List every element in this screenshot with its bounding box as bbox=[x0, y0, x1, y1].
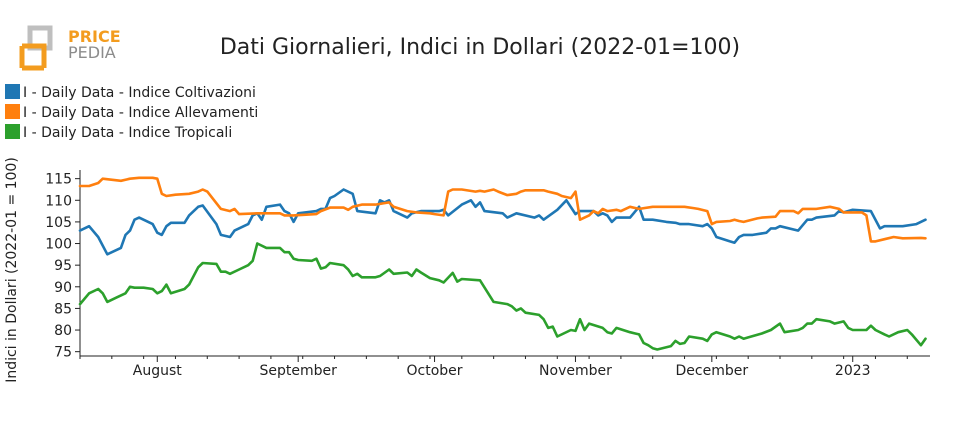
y-tick-label: 80 bbox=[54, 323, 72, 339]
x-tick-label: November bbox=[539, 363, 612, 379]
x-tick-label: September bbox=[259, 363, 337, 379]
y-axis-label: Indici in Dollari (2022-01 = 100) bbox=[4, 157, 20, 383]
x-tick-label: August bbox=[133, 363, 183, 379]
legend-swatch-3[interactable] bbox=[5, 124, 20, 139]
legend-label-3[interactable]: I - Daily Data - Indice Tropicali bbox=[23, 125, 232, 141]
series-line-2 bbox=[78, 176, 927, 243]
x-axis: August September October November December 20… bbox=[79, 355, 930, 379]
chart-title: Dati Giornalieri, Indici in Dollari (202… bbox=[220, 35, 740, 60]
legend-label-2[interactable]: I - Daily Data - Indice Allevamenti bbox=[23, 105, 258, 121]
y-tick-label: 85 bbox=[54, 301, 72, 317]
y-tick-label: 110 bbox=[45, 193, 72, 209]
plot-area bbox=[78, 176, 927, 351]
x-tick-label: December bbox=[676, 363, 749, 379]
y-tick-label: 105 bbox=[45, 215, 72, 231]
legend-label-1[interactable]: I - Daily Data - Indice Coltivazioni bbox=[23, 85, 256, 101]
series-line-3 bbox=[78, 242, 927, 351]
logo: PRICE PEDIA bbox=[19, 25, 121, 71]
y-tick-label: 75 bbox=[54, 345, 72, 361]
y-tick-label: 100 bbox=[45, 237, 72, 253]
y-tick-label: 90 bbox=[54, 280, 72, 296]
legend: I - Daily Data - Indice Coltivazioni I - … bbox=[5, 84, 258, 141]
logo-line1: PRICE bbox=[68, 27, 121, 46]
y-tick-label: 95 bbox=[54, 258, 72, 274]
x-tick-label: October bbox=[407, 363, 463, 379]
logo-icon bbox=[19, 25, 53, 71]
y-tick-label: 115 bbox=[45, 172, 72, 188]
legend-swatch-2[interactable] bbox=[5, 104, 20, 119]
x-tick-label: 2023 bbox=[835, 363, 871, 379]
series-line-1 bbox=[78, 188, 927, 256]
legend-swatch-1[interactable] bbox=[5, 84, 20, 99]
y-axis: 75 80 85 90 95 100 105 110 115 bbox=[45, 170, 81, 361]
logo-line2: PEDIA bbox=[68, 43, 116, 62]
